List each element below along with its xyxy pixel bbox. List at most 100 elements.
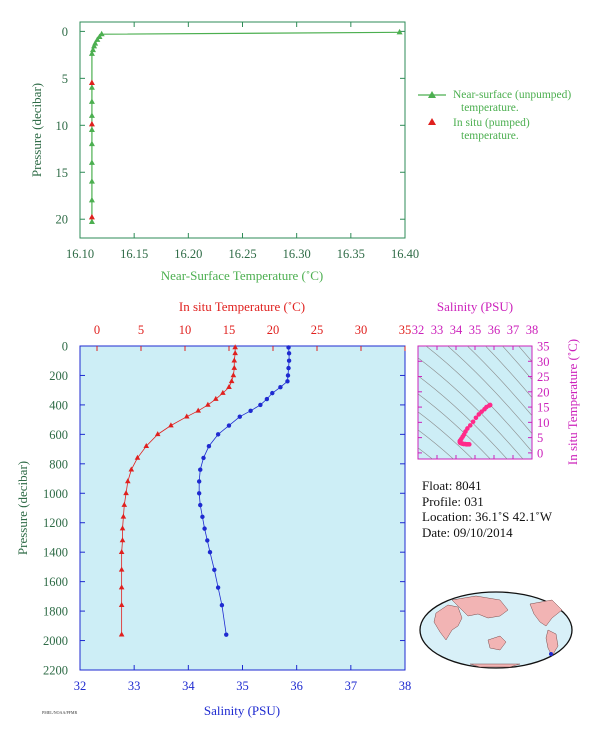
pumped-temperature-point [88, 213, 95, 220]
temperature-point [118, 584, 125, 590]
salinity-point [219, 603, 225, 608]
salinity-axis-ticks: 32 33 34 35 36 37 38 [74, 665, 412, 693]
unpumped-temperature-point [88, 196, 95, 203]
temperature-point [123, 490, 129, 496]
salinity-point [258, 402, 263, 408]
legend-label-unpumped-1: Near-surface (unpumped) [453, 89, 571, 101]
salinity-tick-label: 38 [399, 679, 412, 693]
salinity-point [226, 423, 232, 428]
float-info: Float: 8041 Profile: 031 Location: 36.1˚… [422, 478, 552, 540]
world-map [419, 591, 573, 669]
salinity-point [215, 432, 221, 437]
unpumped-temperature-point [88, 126, 95, 132]
top-y-tick-label: 20 [56, 213, 69, 227]
temperature-tick-label: 0 [94, 323, 100, 337]
top-x-tick-label: 16.25 [228, 247, 256, 261]
date-text: Date: 09/10/2014 [422, 524, 513, 540]
top-y-tick-label: 0 [62, 25, 68, 39]
density-contour [502, 346, 532, 381]
footer-note: PMEL/NOAA/PFMR [42, 710, 78, 715]
unpumped-temperature-point [91, 42, 98, 49]
salinity-tick-label: 36 [290, 679, 303, 693]
ts-x-tick-label: 38 [526, 323, 539, 337]
temperature-point [120, 513, 127, 519]
unpumped-temperature-point [396, 28, 403, 35]
salinity-tick-label: 33 [128, 679, 141, 693]
salinity-tick-label: 32 [74, 679, 87, 693]
salinity-point [196, 479, 202, 484]
salinity-point [207, 549, 213, 555]
pressure-tick-label: 2200 [43, 664, 68, 678]
pressure-tick-label: 200 [49, 369, 68, 383]
temperature-axis-ticks: 0 5 10 15 20 25 30 35 [94, 323, 411, 351]
temperature-point [195, 407, 201, 413]
top-x-axis-label: Near-Surface Temperature (˚C) [161, 268, 323, 283]
pressure-tick-label: 600 [49, 428, 68, 442]
antarctica-shape [469, 663, 521, 668]
pressure-tick-label: 1000 [43, 487, 68, 501]
temperature-point [205, 401, 211, 407]
temperature-point [231, 357, 238, 363]
profile-chart: 0 5 10 15 20 25 30 35 32 33 34 35 36 37 38 0 200 400 600… [15, 299, 411, 718]
top-y-axis-label: Pressure (decibar) [29, 83, 44, 177]
legend-marker-pumped [428, 118, 436, 125]
temperature-point [119, 537, 126, 543]
temperature-tick-label: 15 [223, 323, 236, 337]
float-location-marker [549, 652, 553, 656]
top-y-tick-label: 10 [56, 119, 69, 133]
temperature-point [168, 422, 174, 428]
ts-x-tick-label: 36 [488, 323, 501, 337]
ts-plot-frame [417, 345, 533, 460]
profile-plot-frame [79, 345, 406, 671]
ts-point [467, 423, 473, 428]
ts-point [479, 409, 484, 414]
temperature-tick-label: 30 [355, 323, 368, 337]
ts-y-tick-label: 35 [537, 340, 550, 354]
top-y-tick-label: 5 [62, 72, 68, 86]
ts-y-tick-label: 30 [537, 355, 550, 369]
top-x-tick-label: 16.15 [120, 247, 148, 261]
pressure-tick-label: 2000 [43, 634, 68, 648]
africa-europe-shape [433, 604, 463, 641]
temperature-point [183, 413, 190, 419]
ts-point [476, 412, 482, 417]
ts-y-tick-label: 20 [537, 385, 550, 399]
unpumped-temperature-point [88, 50, 95, 56]
ts-y-tick-label: 5 [537, 431, 543, 445]
salinity-profile-line [198, 347, 290, 635]
temperature-point [213, 395, 219, 401]
legend-label-pumped-2: temperature. [461, 130, 519, 142]
australia-shape [487, 635, 507, 651]
temperature-point [118, 602, 125, 607]
top-data-marks [88, 28, 403, 225]
salinity-point [212, 567, 217, 573]
unpumped-temperature-point [88, 112, 95, 118]
near-surface-temperature-chart: 16.10 16.15 16.20 16.25 16.30 16.35 16.40 0 5 10… [29, 21, 571, 283]
pumped-temperature-point [88, 79, 95, 86]
salinity-point [285, 373, 291, 378]
pressure-tick-label: 400 [49, 398, 68, 412]
top-x-tick-label: 16.10 [66, 247, 94, 261]
temperature-point [232, 344, 238, 350]
salinity-point [200, 514, 205, 520]
temperature-tick-label: 20 [267, 323, 280, 337]
float-number: Float: 8041 [422, 478, 482, 493]
pressure-axis-label: Pressure (decibar) [15, 461, 30, 555]
salinity-point [286, 358, 292, 363]
unpumped-temperature-point [88, 178, 95, 184]
salinity-point [286, 345, 291, 350]
pumped-temperature-point [88, 120, 95, 127]
salinity-point [248, 408, 253, 413]
top-y-ticks: 0 5 10 15 20 [56, 25, 405, 227]
density-contour [447, 346, 532, 435]
salinity-point [206, 443, 212, 449]
ts-x-ticks: 32 33 34 35 36 37 38 [412, 323, 539, 459]
unpumped-temperature-point [88, 84, 95, 90]
top-x-tick-label: 16.20 [174, 247, 202, 261]
salinity-point [237, 414, 242, 419]
ts-x-tick-label: 35 [469, 323, 482, 337]
ts-x-tick-label: 34 [450, 323, 463, 337]
profile-number: Profile: 031 [422, 493, 484, 509]
pressure-tick-label: 1400 [43, 546, 68, 560]
